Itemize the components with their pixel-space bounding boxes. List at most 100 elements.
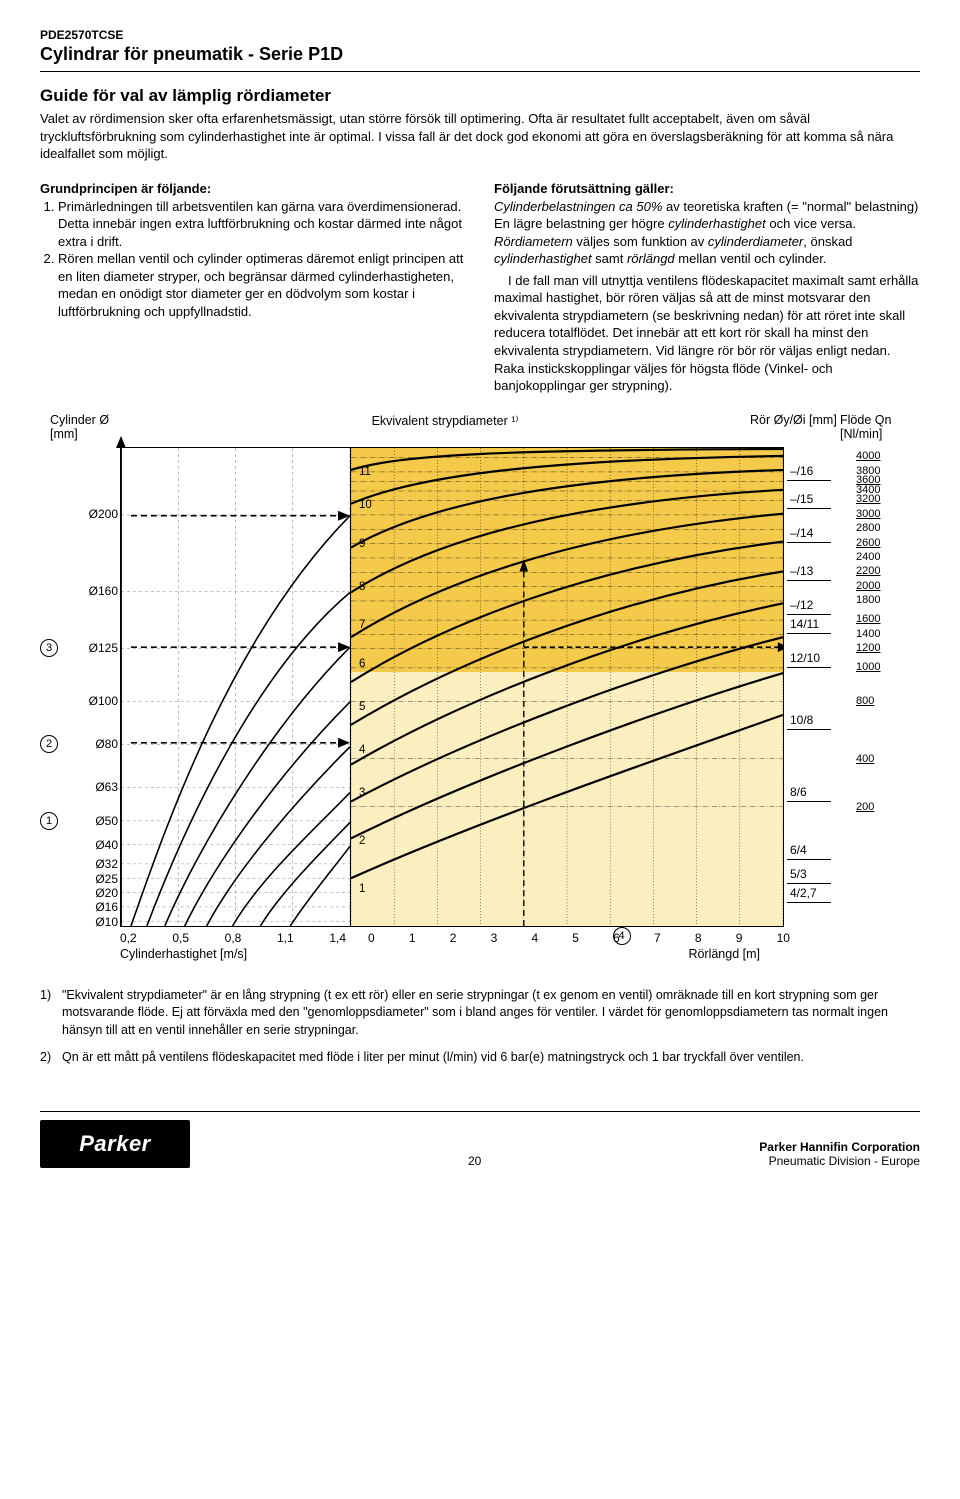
pipe-label: –/13 [790,564,813,578]
x-left-tick: 0,2 [120,931,137,945]
circle-marker: 1 [40,812,58,830]
cyl-label: Ø80 [95,737,118,751]
principle-1: Primärledningen till arbetsventilen kan … [58,198,466,251]
parker-logo: Parker [40,1120,190,1168]
x-title-left: Cylinderhastighet [m/s] [40,947,390,961]
qn-label: 3000 [856,508,880,520]
qn-label: 3200 [856,493,880,505]
chart-head-qn: Flöde Qn [Nl/min] [840,413,920,441]
section-title: Guide för val av lämplig rördiameter [40,86,920,106]
pipe-label: –/14 [790,526,813,540]
corp-div: Pneumatic Division - Europe [759,1154,920,1168]
x-left-tick: 0,8 [225,931,242,945]
qn-label: 1600 [856,613,880,625]
pipe-label: 10/8 [790,713,813,727]
ekv-number: 11 [359,466,371,478]
pipe-label: 6/4 [790,843,807,857]
left-heading: Grundprincipen är följande: [40,181,466,196]
page-number: 20 [468,1154,481,1168]
footnote-1: "Ekvivalent strypdiameter" är en lång st… [62,987,920,1040]
cyl-label: Ø16 [95,900,118,914]
x-right-tick: 8 [695,931,702,945]
x-right-tick: 9 [736,931,743,945]
right-para-1: Cylinderbelastningen ca 50% av teoretisk… [494,198,920,268]
chart-head-ekv: Ekvivalent strypdiameter ¹⁾ [140,413,750,441]
rule [40,71,920,72]
circle-marker: 2 [40,735,58,753]
qn-label: 800 [856,695,874,707]
pipe-label: –/16 [790,464,813,478]
doc-title: Cylindrar för pneumatik - Serie P1D [40,44,920,65]
qn-label: 2000 [856,580,880,592]
qn-label: 200 [856,801,874,813]
right-column: Följande förutsättning gäller: Cylinderb… [494,181,920,399]
ekv-number: 5 [359,701,365,713]
footnote-1-num: 1) [40,987,62,1040]
cyl-label: Ø125 [89,641,118,655]
pipe-label: 12/10 [790,651,820,665]
pipe-label: –/12 [790,598,813,612]
cyl-label: Ø63 [95,780,118,794]
qn-label: 2400 [856,551,880,563]
ekv-number: 9 [359,538,365,550]
ekv-number: 10 [359,499,372,511]
principle-2: Rören mellan ventil och cylinder optimer… [58,250,466,320]
qn-label: 1200 [856,642,880,654]
chart-head-cyl: Cylinder Ø [mm] [40,413,140,441]
x-right-tick: 10 [777,931,790,945]
circle-marker: 3 [40,639,58,657]
chart-head-ror: Rör Øy/Øi [mm] [750,413,840,441]
right-heading: Följande förutsättning gäller: [494,181,920,196]
qn-label: 2600 [856,537,880,549]
pipe-label: 8/6 [790,785,807,799]
x-title-right: 4 Rörlängd [m] [390,947,920,961]
ekv-number: 4 [359,744,365,756]
qn-label: 1400 [856,628,880,640]
cyl-label: Ø100 [89,694,118,708]
x-right-tick: 0 [368,931,375,945]
footnote-2: Qn är ett mått på ventilens flödeskapaci… [62,1049,920,1067]
pipe-label: 5/3 [790,867,807,881]
cyl-label: Ø20 [95,886,118,900]
left-column: Grundprincipen är följande: Primärlednin… [40,181,466,399]
pipe-label: 4/2,7 [790,886,817,900]
cyl-label: Ø200 [89,507,118,521]
pipe-label: –/15 [790,492,813,506]
ekv-number: 2 [359,835,365,847]
x-right-tick: 1 [409,931,416,945]
circle-4: 4 [613,927,631,945]
intro-text: Valet av rördimension sker ofta erfarenh… [40,110,920,163]
nomogram-chart: Cylinder Ø [mm] Ekvivalent strypdiameter… [40,413,920,961]
qn-label: 1800 [856,594,880,606]
ekv-number: 8 [359,581,365,593]
page-footer: Parker 20 Parker Hannifin Corporation Pn… [40,1111,920,1180]
corp-name: Parker Hannifin Corporation [759,1140,920,1154]
cyl-label: Ø160 [89,584,118,598]
x-right-tick: 4 [531,931,538,945]
footnote-2-num: 2) [40,1049,62,1067]
x-right-tick: 7 [654,931,661,945]
ekv-number: 3 [359,787,365,799]
qn-label: 2800 [856,522,880,534]
cyl-label: Ø32 [95,857,118,871]
ekv-number: 7 [359,619,365,631]
qn-label: 2200 [856,565,880,577]
right-para-2: I de fall man vill utnyttja ventilens fl… [494,272,920,395]
x-right-tick: 3 [491,931,498,945]
x-left-tick: 1,1 [277,931,294,945]
qn-label: 1000 [856,661,880,673]
cyl-label: Ø25 [95,872,118,886]
qn-label: 4000 [856,450,880,462]
qn-label: 400 [856,753,874,765]
x-right-tick: 5 [572,931,579,945]
pipe-label: 14/11 [790,617,819,631]
x-left-tick: 0,5 [172,931,189,945]
cyl-label: Ø40 [95,838,118,852]
doc-code: PDE2570TCSE [40,28,920,42]
cyl-label: Ø10 [95,915,118,929]
cyl-label: Ø50 [95,814,118,828]
ekv-number: 1 [359,883,365,895]
x-right-tick: 2 [450,931,457,945]
ekv-number: 6 [359,658,365,670]
x-left-tick: 1,4 [329,931,346,945]
